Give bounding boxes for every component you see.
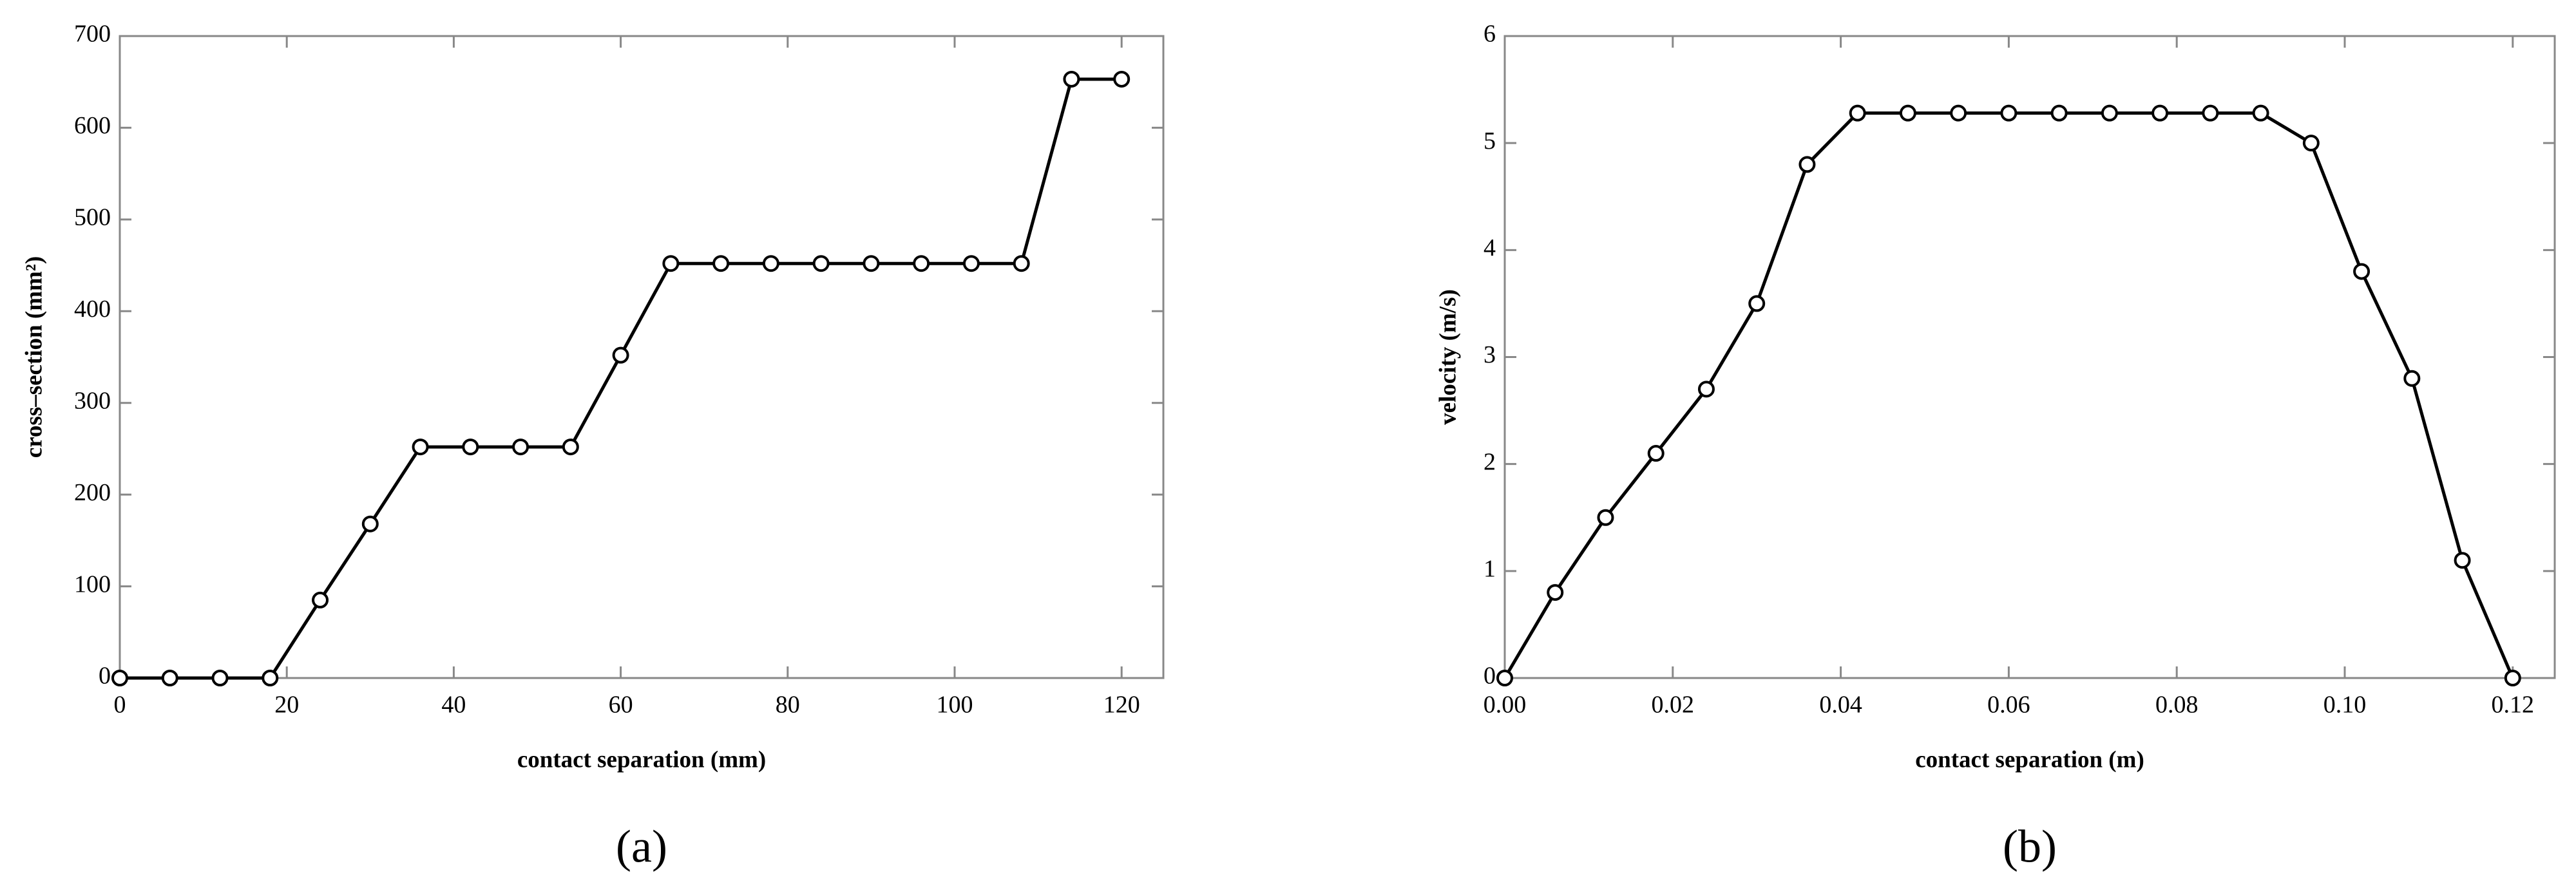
data-point xyxy=(2050,104,2068,122)
data-point xyxy=(262,670,279,686)
data-point xyxy=(1899,104,1916,122)
y-tick-label: 200 xyxy=(74,479,111,506)
y-tick-label: 600 xyxy=(74,112,111,139)
data-point xyxy=(863,255,880,272)
y-axis-label: velocity (m/s) xyxy=(1435,289,1461,425)
data-point xyxy=(1748,295,1766,312)
data-point xyxy=(312,591,329,608)
y-tick-label: 100 xyxy=(74,570,111,598)
x-tick-label: 80 xyxy=(776,692,800,719)
x-tick-label: 120 xyxy=(1103,692,1140,719)
data-line xyxy=(1503,111,2515,679)
data-point xyxy=(762,255,779,272)
plot-frame xyxy=(1503,35,2556,679)
data-point xyxy=(812,255,830,272)
plot-frame xyxy=(119,35,1165,679)
data-point xyxy=(1597,509,1614,526)
x-axis-label: contact separation (m) xyxy=(1915,746,2144,773)
data-point xyxy=(2403,370,2421,387)
data-point xyxy=(412,438,429,456)
data-point xyxy=(2101,104,2118,122)
data-point xyxy=(1798,156,1816,173)
data-point xyxy=(913,255,930,272)
x-tick-label: 0.04 xyxy=(1819,692,1862,719)
x-tick-label: 0.12 xyxy=(2492,692,2535,719)
data-point xyxy=(2151,104,2169,122)
data-point xyxy=(1113,70,1131,88)
chart: 0 20 40 60 80 100 120 0 100 200 300 400 500 600 700 con… xyxy=(21,21,1165,872)
data-point xyxy=(1013,255,1030,272)
data-point xyxy=(2252,104,2269,122)
y-axis-label: cross–section (mm²) xyxy=(21,256,47,458)
data-point xyxy=(1647,445,1665,462)
x-tick-label: 60 xyxy=(609,692,633,719)
x-tick-label: 0.10 xyxy=(2323,692,2367,719)
data-point xyxy=(1063,70,1080,88)
data-point xyxy=(1849,104,1866,122)
y-tick-label: 4 xyxy=(1484,234,1496,261)
x-tick-label: 20 xyxy=(274,692,299,719)
chart: 0.00 0.02 0.04 0.06 0.08 0.10 0.12 0 1 2 3 4 5 6 conta… xyxy=(1435,21,2556,872)
data-point xyxy=(111,670,128,686)
data-point xyxy=(1950,104,1967,122)
data-point xyxy=(2454,552,2471,569)
data-point xyxy=(712,255,730,272)
x-axis-label: contact separation (mm) xyxy=(517,746,766,773)
y-tick-label: 5 xyxy=(1484,127,1496,155)
y-tick-label: 700 xyxy=(74,21,111,48)
x-tick-label: 40 xyxy=(441,692,466,719)
data-point xyxy=(562,438,579,456)
data-point xyxy=(1697,381,1715,398)
y-tick-label: 400 xyxy=(74,296,111,323)
data-point xyxy=(161,670,178,686)
data-point xyxy=(1547,584,1564,601)
x-tick-label: 0.06 xyxy=(1987,692,2030,719)
y-tick-label: 2 xyxy=(1484,448,1496,475)
x-tick-label: 0 xyxy=(114,692,126,719)
x-tick-label: 0.02 xyxy=(1652,692,1695,719)
data-point xyxy=(612,346,629,364)
data-point xyxy=(962,255,980,272)
data-point xyxy=(662,255,680,272)
data-line xyxy=(120,77,1122,680)
x-tick-label: 0.00 xyxy=(1484,692,1527,719)
x-tick-label: 100 xyxy=(937,692,973,719)
y-tick-label: 0 xyxy=(99,663,111,690)
y-tick-label: 0 xyxy=(1484,663,1496,690)
data-point xyxy=(512,438,530,456)
y-tick-label: 3 xyxy=(1484,341,1496,368)
y-tick-label: 1 xyxy=(1484,556,1496,583)
y-tick-label: 6 xyxy=(1484,21,1496,48)
panel-label: (a) xyxy=(616,821,667,872)
x-tick-label: 0.08 xyxy=(2155,692,2199,719)
data-point xyxy=(361,515,379,533)
panel-label: (b) xyxy=(2003,821,2057,872)
y-tick-label: 500 xyxy=(74,204,111,231)
data-point xyxy=(2202,104,2219,122)
data-point xyxy=(2000,104,2018,122)
data-point xyxy=(2353,263,2371,280)
data-point xyxy=(211,670,229,686)
data-point xyxy=(462,438,479,456)
data-point xyxy=(1496,670,1513,686)
data-point xyxy=(2302,135,2320,152)
data-point xyxy=(2504,670,2521,686)
y-tick-label: 300 xyxy=(74,387,111,414)
